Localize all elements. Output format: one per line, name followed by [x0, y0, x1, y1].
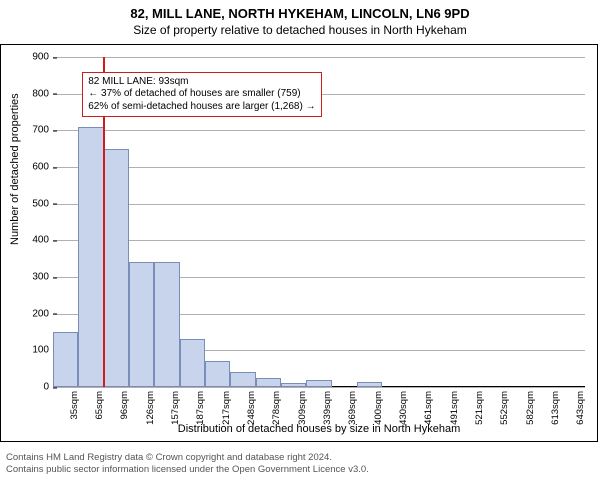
y-tick-label: 800 — [32, 88, 53, 99]
x-tick-label: 643sqm — [575, 391, 586, 425]
x-tick-label: 582sqm — [525, 391, 536, 425]
y-tick-label: 200 — [32, 308, 53, 319]
x-tick-label: 461sqm — [423, 391, 434, 425]
y-axis-label: Number of detached properties — [9, 93, 21, 245]
histogram-bar — [53, 332, 78, 387]
y-tick-label: 600 — [32, 162, 53, 173]
histogram-bar — [230, 372, 255, 387]
x-tick-label: 491sqm — [449, 391, 460, 425]
histogram-bar — [357, 382, 382, 388]
x-tick-label: 157sqm — [170, 391, 181, 425]
footer-line-2: Contains public sector information licen… — [0, 460, 600, 480]
histogram-bar — [306, 380, 331, 387]
histogram-bar — [180, 339, 205, 387]
y-tick-label: 500 — [32, 198, 53, 209]
x-tick-label: 187sqm — [195, 391, 206, 425]
gridline — [53, 130, 585, 131]
y-tick-label: 900 — [32, 52, 53, 63]
x-axis-label: Distribution of detached houses by size … — [53, 423, 585, 435]
gridline — [53, 387, 585, 388]
legend-line: ← 37% of detached of houses are smaller … — [88, 88, 315, 101]
histogram-bar — [256, 378, 281, 387]
histogram-bar — [104, 149, 129, 387]
x-tick-label: 217sqm — [221, 391, 232, 425]
plot-area: 010020030040050060070080090035sqm65sqm96… — [53, 57, 585, 387]
histogram-bar — [78, 127, 103, 387]
histogram-bar — [154, 262, 179, 387]
page-subtitle: Size of property relative to detached ho… — [0, 21, 600, 37]
histogram-bar — [205, 361, 230, 387]
y-tick-label: 400 — [32, 235, 53, 246]
legend-box: 82 MILL LANE: 93sqm← 37% of detached of … — [82, 72, 321, 118]
x-tick-label: 613sqm — [550, 391, 561, 425]
gridline — [53, 240, 585, 241]
x-tick-label: 248sqm — [246, 391, 257, 425]
x-tick-label: 369sqm — [347, 391, 358, 425]
histogram-bar — [281, 383, 306, 387]
x-tick-label: 126sqm — [145, 391, 156, 425]
gridline — [53, 204, 585, 205]
x-tick-label: 35sqm — [69, 391, 80, 420]
x-tick-label: 400sqm — [373, 391, 384, 425]
x-tick-label: 278sqm — [271, 391, 282, 425]
gridline — [53, 57, 585, 58]
x-tick-label: 521sqm — [474, 391, 485, 425]
x-tick-label: 339sqm — [322, 391, 333, 425]
x-tick-label: 552sqm — [499, 391, 510, 425]
y-tick-label: 300 — [32, 272, 53, 283]
histogram-bar — [129, 262, 154, 387]
x-tick-label: 309sqm — [297, 391, 308, 425]
legend-line: 82 MILL LANE: 93sqm — [88, 76, 315, 89]
y-tick-label: 700 — [32, 125, 53, 136]
chart-frame: Number of detached properties 0100200300… — [0, 44, 598, 442]
y-tick-label: 0 — [43, 382, 53, 393]
x-tick-label: 96sqm — [119, 391, 130, 420]
page-title: 82, MILL LANE, NORTH HYKEHAM, LINCOLN, L… — [0, 0, 600, 21]
legend-line: 62% of semi-detached houses are larger (… — [88, 101, 315, 114]
x-tick-label: 430sqm — [398, 391, 409, 425]
x-tick-label: 65sqm — [94, 391, 105, 420]
gridline — [53, 167, 585, 168]
y-tick-label: 100 — [32, 345, 53, 356]
